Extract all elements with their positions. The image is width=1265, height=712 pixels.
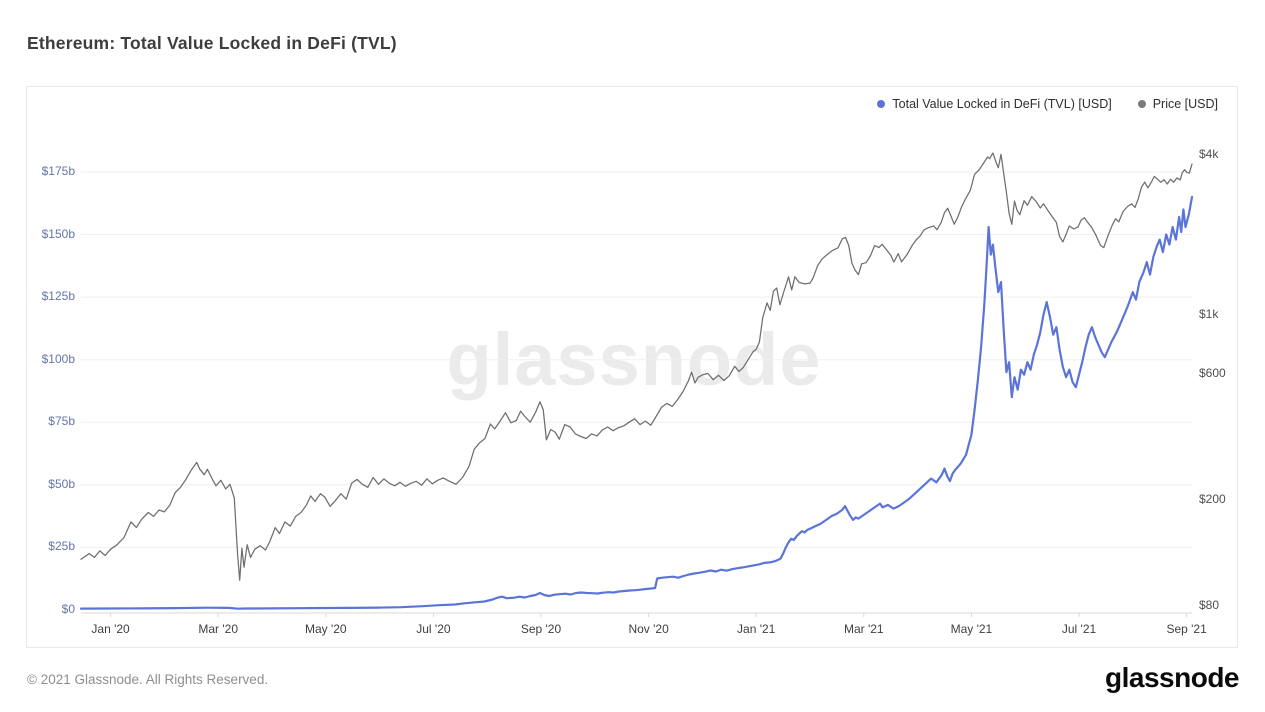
x-axis-tick-label: Jan '21 bbox=[737, 622, 776, 636]
x-axis-tick-label: Sep '20 bbox=[520, 622, 562, 636]
x-axis-tick-label: Sep '21 bbox=[1166, 622, 1207, 636]
left-y-tick-label: $100b bbox=[41, 351, 75, 366]
x-axis-tick-label: Nov '20 bbox=[628, 622, 669, 636]
legend-item-price[interactable]: Price [USD] bbox=[1137, 97, 1218, 111]
right-y-tick-label: $1k bbox=[1199, 306, 1219, 321]
x-axis-tick-label: Jul '21 bbox=[1061, 622, 1097, 636]
price-legend-dot-icon bbox=[1137, 100, 1146, 108]
x-axis-tick-label: Mar '21 bbox=[843, 622, 884, 636]
chart-legend: Total Value Locked in DeFi (TVL) [USD] P… bbox=[877, 97, 1218, 111]
left-y-tick-label: $50b bbox=[48, 476, 75, 491]
right-y-tick-label: $4k bbox=[1199, 147, 1219, 162]
page-title: Ethereum: Total Value Locked in DeFi (TV… bbox=[27, 33, 397, 53]
left-y-tick-label: $125b bbox=[41, 289, 75, 304]
chart-card bbox=[26, 86, 1238, 648]
x-axis-tick-label: May '21 bbox=[950, 622, 993, 636]
left-y-tick-label: $25b bbox=[48, 539, 75, 554]
glassnode-logo: glassnode bbox=[1105, 662, 1239, 693]
right-y-tick-label: $80 bbox=[1199, 598, 1220, 612]
x-axis-tick-label: Jul '20 bbox=[416, 622, 451, 636]
x-axis-tick-label: May '20 bbox=[304, 622, 347, 636]
left-y-tick-label: $150b bbox=[41, 226, 75, 241]
left-y-tick-label: $175b bbox=[41, 163, 75, 178]
tvl-legend-dot-icon bbox=[877, 100, 886, 108]
legend-item-tvl[interactable]: Total Value Locked in DeFi (TVL) [USD] bbox=[877, 97, 1112, 111]
price-series-line bbox=[80, 152, 1193, 581]
tvl-series-line bbox=[79, 195, 1194, 610]
right-y-tick-label: $600 bbox=[1199, 365, 1226, 380]
left-y-tick-label: $75b bbox=[48, 414, 75, 429]
legend-label-tvl: Total Value Locked in DeFi (TVL) [USD] bbox=[892, 97, 1112, 111]
x-axis-tick-label: Mar '20 bbox=[198, 622, 238, 636]
x-axis-tick-label: Jan '20 bbox=[91, 622, 130, 636]
right-y-tick-label: $200 bbox=[1199, 492, 1226, 507]
left-y-tick-label: $0 bbox=[61, 602, 75, 616]
legend-label-price: Price [USD] bbox=[1152, 97, 1218, 111]
copyright-text: © 2021 Glassnode. All Rights Reserved. bbox=[27, 672, 269, 687]
